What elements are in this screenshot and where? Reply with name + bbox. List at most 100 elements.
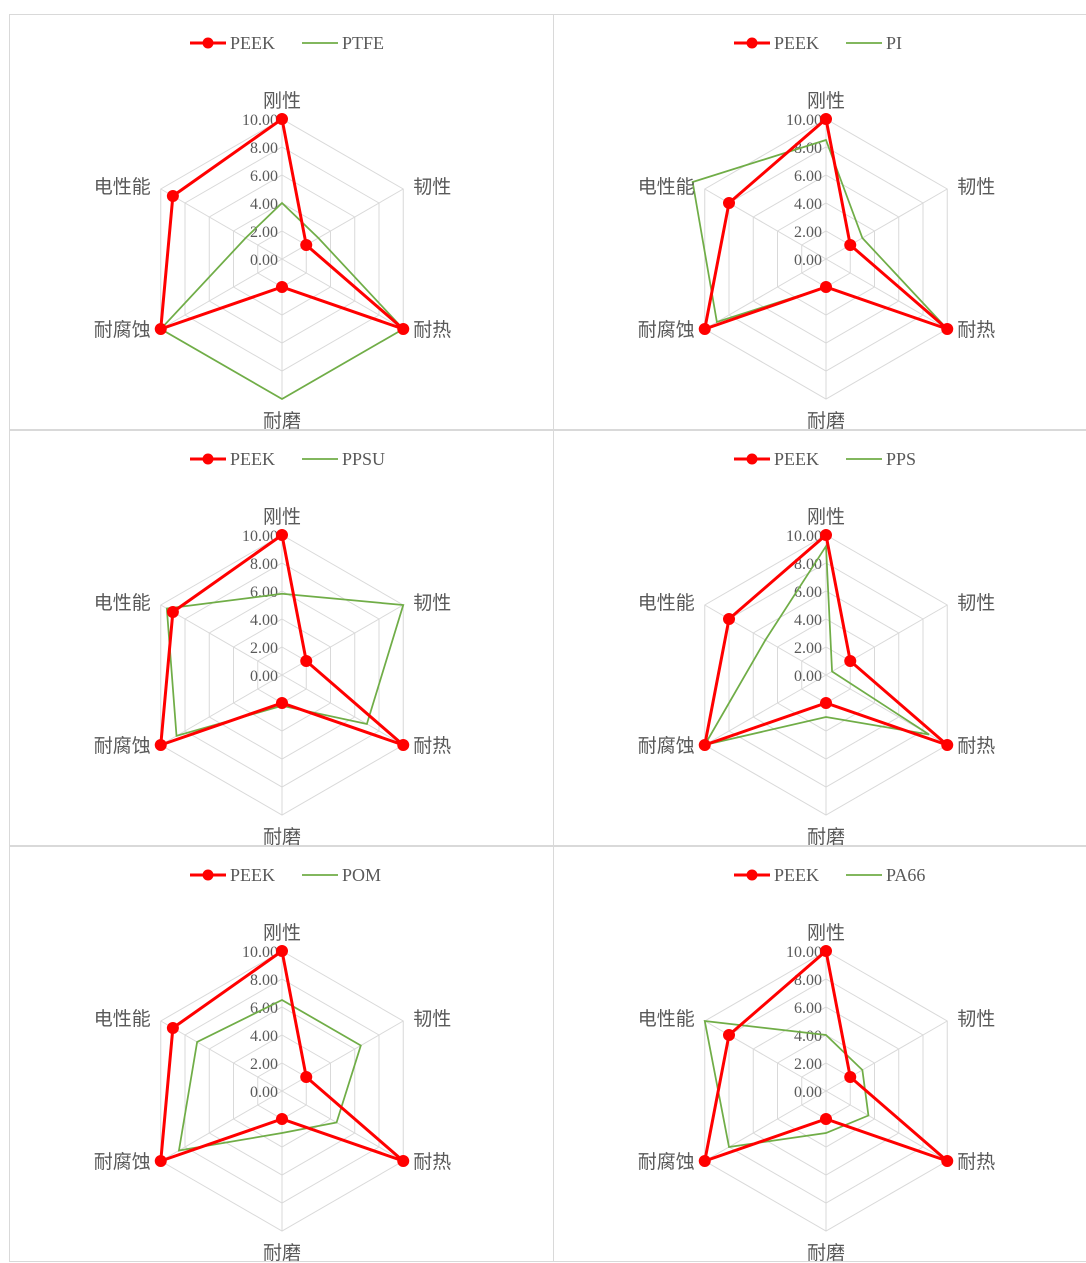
peek-data-point	[397, 1155, 410, 1167]
legend: PEEK PTFE	[190, 33, 384, 53]
radial-tick-label: 8.00	[794, 972, 822, 989]
axis-label: 耐热	[413, 319, 451, 341]
peek-data-point	[276, 945, 288, 957]
peek-data-point	[397, 323, 410, 335]
peek-data-point	[820, 529, 832, 541]
radar-chart-panel: 0.00 2.00 4.00 6.00 8.00 10.00 刚性 韧性 耐热 耐磨 耐腐蚀 电性能 P…	[9, 14, 554, 432]
axis-label: 韧性	[957, 592, 995, 614]
radar-chart-panel: 0.00 2.00 4.00 6.00 8.00 10.00 刚性 韧性 耐热 耐磨 耐腐蚀 电性能 P…	[553, 14, 1086, 432]
peek-data-point	[276, 113, 288, 125]
radial-tick-label: 10.00	[786, 528, 822, 545]
peek-data-point	[154, 739, 167, 751]
legend: PEEK POM	[190, 865, 381, 885]
legend-peek-marker	[746, 453, 758, 465]
radial-tick-label: 2.00	[794, 224, 822, 241]
peek-data-point	[844, 239, 857, 251]
legend-peek-label: PEEK	[774, 33, 819, 53]
radial-tick-label: 4.00	[794, 612, 822, 629]
radial-tick-label: 8.00	[250, 140, 278, 157]
radar-spoke	[160, 188, 283, 260]
peek-data-point	[820, 945, 832, 957]
radial-tick-label: 8.00	[250, 556, 278, 573]
radial-tick-label: 4.00	[250, 612, 278, 629]
axis-label: 耐腐蚀	[638, 319, 695, 341]
radial-tick-label: 6.00	[794, 584, 822, 601]
axis-label: 耐腐蚀	[638, 1151, 695, 1173]
legend-peek-label: PEEK	[774, 865, 819, 885]
peek-data-point	[698, 739, 711, 751]
radar-spoke	[281, 1090, 404, 1162]
radial-tick-label: 0.00	[794, 252, 822, 269]
legend-peek-label: PEEK	[230, 449, 275, 469]
radar-gridlines	[160, 118, 404, 400]
radar-spoke	[281, 1020, 404, 1092]
peek-data-point	[723, 613, 736, 625]
axis-label: 耐磨	[263, 826, 301, 848]
radar-spoke	[160, 604, 283, 676]
legend-peek-label: PEEK	[230, 33, 275, 53]
peek-data-point	[154, 323, 167, 335]
axis-label: 韧性	[957, 1008, 995, 1030]
axis-label: 电性能	[638, 1008, 695, 1030]
axis-label: 耐腐蚀	[638, 735, 695, 757]
radial-tick-label: 8.00	[794, 556, 822, 573]
axis-label: 韧性	[957, 176, 995, 198]
peek-data-point	[698, 323, 711, 335]
radial-tick-label: 10.00	[242, 112, 278, 129]
axis-label: 耐热	[957, 1151, 995, 1173]
radar-chart-svg: 0.002.004.006.008.0010.00刚性韧性耐热耐磨耐腐蚀电性能P…	[638, 33, 996, 432]
radial-tick-label: 10.00	[242, 528, 278, 545]
radar-spoke	[704, 1090, 827, 1162]
radar-chart-panel: 0.00 2.00 4.00 6.00 8.00 10.00 刚性 韧性 耐热 耐磨 耐腐蚀 电性能 P…	[9, 846, 554, 1263]
peek-data-point	[941, 1155, 954, 1167]
radial-tick-label: 2.00	[250, 1056, 278, 1073]
radial-tick-label: 4.00	[794, 196, 822, 213]
radial-tick-label: 10.00	[242, 944, 278, 961]
axis-label: 耐热	[957, 319, 995, 341]
peek-data-point	[300, 1071, 313, 1083]
radial-tick-label: 0.00	[794, 668, 822, 685]
peek-data-point	[166, 190, 179, 202]
peek-data-point	[844, 1071, 857, 1083]
legend-comparison-label: PI	[886, 33, 902, 53]
axis-label: 电性能	[94, 176, 151, 198]
axis-label: 刚性	[807, 506, 845, 528]
radial-tick-label: 6.00	[794, 168, 822, 185]
radial-tick-label: 4.00	[250, 196, 278, 213]
axis-label: 耐腐蚀	[94, 735, 151, 757]
axis-label: 韧性	[413, 176, 451, 198]
radar-gridlines	[704, 950, 948, 1232]
radar-gridlines	[160, 950, 404, 1232]
legend-comparison-label: PPS	[886, 449, 916, 469]
legend-peek-marker	[202, 453, 214, 465]
radar-spoke	[704, 258, 827, 330]
radar-spoke	[825, 604, 948, 676]
peek-data-point	[941, 739, 954, 751]
comparison-series-line	[703, 1019, 870, 1148]
peek-data-point	[154, 1155, 167, 1167]
radar-gridlines	[160, 534, 404, 816]
radar-chart-svg: 0.002.004.006.008.0010.00刚性韧性耐热耐磨耐腐蚀电性能P…	[94, 33, 452, 432]
radial-tick-label: 0.00	[794, 1084, 822, 1101]
axis-label: 耐热	[413, 1151, 451, 1173]
radial-tick-label: 10.00	[786, 112, 822, 129]
radar-chart-panel: 0.00 2.00 4.00 6.00 8.00 10.00 刚性 韧性 耐热 耐磨 耐腐蚀 电性能 P…	[9, 430, 554, 848]
comparison-series-line	[702, 543, 930, 747]
radial-tick-label: 10.00	[786, 944, 822, 961]
axis-label: 耐磨	[807, 410, 845, 432]
radial-tick-label: 6.00	[250, 168, 278, 185]
legend-peek-marker	[202, 37, 214, 49]
radar-chart-svg: 0.002.004.006.008.0010.00刚性韧性耐热耐磨耐腐蚀电性能P…	[94, 449, 452, 848]
radar-chart-panel: 0.00 2.00 4.00 6.00 8.00 10.00 刚性 韧性 耐热 耐磨 耐腐蚀 电性能 P…	[553, 846, 1086, 1263]
axis-label: 电性能	[638, 592, 695, 614]
peek-data-point	[820, 113, 832, 125]
radar-spoke	[160, 258, 283, 330]
radar-chart-svg: 0.002.004.006.008.0010.00刚性韧性耐热耐磨耐腐蚀电性能P…	[638, 865, 996, 1263]
radar-spoke	[825, 1090, 948, 1162]
peek-data-point	[166, 606, 179, 618]
legend-peek-marker	[746, 37, 758, 49]
legend: PEEK PI	[734, 33, 902, 53]
axis-label: 耐磨	[807, 826, 845, 848]
axis-label: 刚性	[263, 90, 301, 112]
